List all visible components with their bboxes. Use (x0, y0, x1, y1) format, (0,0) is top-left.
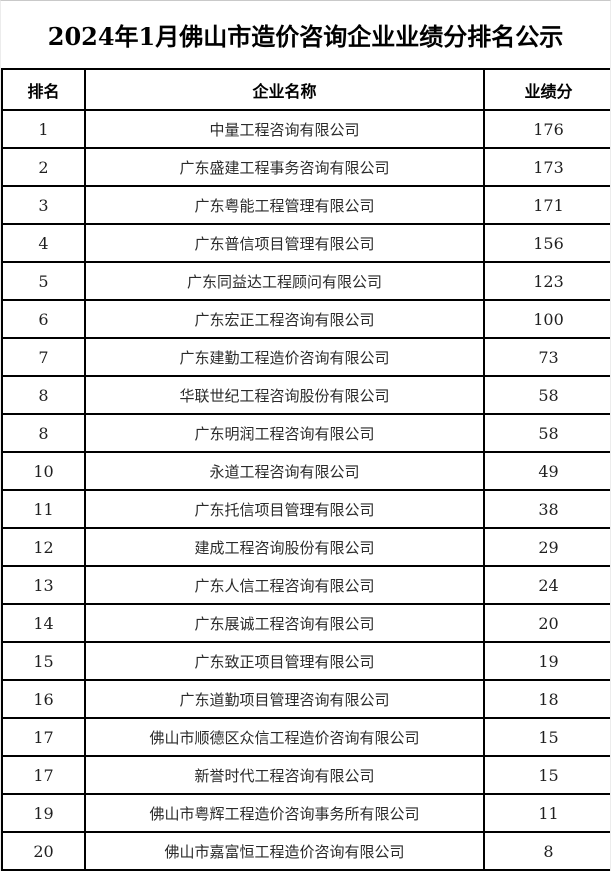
score-cell: 49 (483, 451, 610, 491)
company-name-cell: 广东人信工程咨询有限公司 (84, 565, 485, 605)
score-cell: 8 (483, 831, 610, 871)
page-title: 2024年1月佛山市造价咨询企业业绩分排名公示 (47, 22, 564, 51)
table-row: 1 中量工程咨询有限公司 176 (1, 109, 610, 149)
company-name-cell: 广东普信项目管理有限公司 (84, 223, 485, 263)
company-name-cell: 佛山市粤辉工程造价咨询事务所有限公司 (84, 793, 485, 833)
rank-cell: 5 (1, 261, 86, 301)
score-cell: 58 (483, 413, 610, 453)
company-name-cell: 永道工程咨询有限公司 (84, 451, 485, 491)
score-cell: 100 (483, 299, 610, 339)
company-name-cell: 广东展诚工程咨询有限公司 (84, 603, 485, 643)
table-row: 16 广东道勤项目管理咨询有限公司 18 (1, 679, 610, 719)
company-name-cell: 广东道勤项目管理咨询有限公司 (84, 679, 485, 719)
table-row: 13 广东人信工程咨询有限公司 24 (1, 565, 610, 605)
company-name-cell: 广东盛建工程事务咨询有限公司 (84, 147, 485, 187)
table-row: 7 广东建勤工程造价咨询有限公司 73 (1, 337, 610, 377)
company-name-cell: 中量工程咨询有限公司 (84, 109, 485, 149)
table-row: 11 广东托信项目管理有限公司 38 (1, 489, 610, 529)
company-name-cell: 建成工程咨询股份有限公司 (84, 527, 485, 567)
rank-cell: 4 (1, 223, 86, 263)
rank-cell: 10 (1, 451, 86, 491)
company-name-cell: 华联世纪工程咨询股份有限公司 (84, 375, 485, 415)
table-row: 6 广东宏正工程咨询有限公司 100 (1, 299, 610, 339)
rank-cell: 6 (1, 299, 86, 339)
company-name-cell: 广东托信项目管理有限公司 (84, 489, 485, 529)
table-row: 10 永道工程咨询有限公司 49 (1, 451, 610, 491)
company-name-cell: 广东明润工程咨询有限公司 (84, 413, 485, 453)
company-name-cell: 佛山市顺德区众信工程造价咨询有限公司 (84, 717, 485, 757)
ranking-table: 排名 企业名称 业绩分 1 中量工程咨询有限公司 176 2 广东盛建工程事务咨… (1, 68, 610, 871)
table-row: 4 广东普信项目管理有限公司 156 (1, 223, 610, 263)
score-cell: 19 (483, 641, 610, 681)
table-header-row: 排名 企业名称 业绩分 (1, 68, 610, 111)
score-cell: 24 (483, 565, 610, 605)
score-cell: 18 (483, 679, 610, 719)
score-cell: 20 (483, 603, 610, 643)
table-row: 17 新誉时代工程咨询有限公司 15 (1, 755, 610, 795)
score-cell: 171 (483, 185, 610, 225)
rank-cell: 16 (1, 679, 86, 719)
table-row: 15 广东致正项目管理有限公司 19 (1, 641, 610, 681)
col-header-rank: 排名 (1, 68, 86, 111)
table-row: 19 佛山市粤辉工程造价咨询事务所有限公司 11 (1, 793, 610, 833)
rank-cell: 11 (1, 489, 86, 529)
company-name-cell: 广东同益达工程顾问有限公司 (84, 261, 485, 301)
rank-cell: 14 (1, 603, 86, 643)
rank-cell: 3 (1, 185, 86, 225)
table-row: 12 建成工程咨询股份有限公司 29 (1, 527, 610, 567)
score-cell: 38 (483, 489, 610, 529)
table-row: 5 广东同益达工程顾问有限公司 123 (1, 261, 610, 301)
company-name-cell: 佛山市嘉富恒工程造价咨询有限公司 (84, 831, 485, 871)
rank-cell: 13 (1, 565, 86, 605)
col-header-score: 业绩分 (483, 68, 610, 111)
rank-cell: 7 (1, 337, 86, 377)
rank-cell: 1 (1, 109, 86, 149)
score-cell: 29 (483, 527, 610, 567)
col-header-company-name: 企业名称 (84, 68, 485, 111)
table-row: 17 佛山市顺德区众信工程造价咨询有限公司 15 (1, 717, 610, 757)
rank-cell: 20 (1, 831, 86, 871)
score-cell: 123 (483, 261, 610, 301)
table-row: 8 华联世纪工程咨询股份有限公司 58 (1, 375, 610, 415)
table-row: 2 广东盛建工程事务咨询有限公司 173 (1, 147, 610, 187)
rank-cell: 17 (1, 755, 86, 795)
table-row: 20 佛山市嘉富恒工程造价咨询有限公司 8 (1, 831, 610, 871)
score-cell: 11 (483, 793, 610, 833)
score-cell: 173 (483, 147, 610, 187)
rank-cell: 19 (1, 793, 86, 833)
company-name-cell: 广东建勤工程造价咨询有限公司 (84, 337, 485, 377)
rank-cell: 12 (1, 527, 86, 567)
rank-cell: 15 (1, 641, 86, 681)
table-row: 8 广东明润工程咨询有限公司 58 (1, 413, 610, 453)
rank-cell: 8 (1, 375, 86, 415)
score-cell: 15 (483, 717, 610, 757)
table-row: 14 广东展诚工程咨询有限公司 20 (1, 603, 610, 643)
rank-cell: 17 (1, 717, 86, 757)
score-cell: 58 (483, 375, 610, 415)
rank-cell: 8 (1, 413, 86, 453)
score-cell: 73 (483, 337, 610, 377)
company-name-cell: 广东粤能工程管理有限公司 (84, 185, 485, 225)
score-cell: 156 (483, 223, 610, 263)
table-body: 1 中量工程咨询有限公司 176 2 广东盛建工程事务咨询有限公司 173 3 … (1, 109, 610, 871)
company-name-cell: 广东致正项目管理有限公司 (84, 641, 485, 681)
company-name-cell: 广东宏正工程咨询有限公司 (84, 299, 485, 339)
score-cell: 176 (483, 109, 610, 149)
table-row: 3 广东粤能工程管理有限公司 171 (1, 185, 610, 225)
rank-cell: 2 (1, 147, 86, 187)
company-name-cell: 新誉时代工程咨询有限公司 (84, 755, 485, 795)
score-cell: 15 (483, 755, 610, 795)
